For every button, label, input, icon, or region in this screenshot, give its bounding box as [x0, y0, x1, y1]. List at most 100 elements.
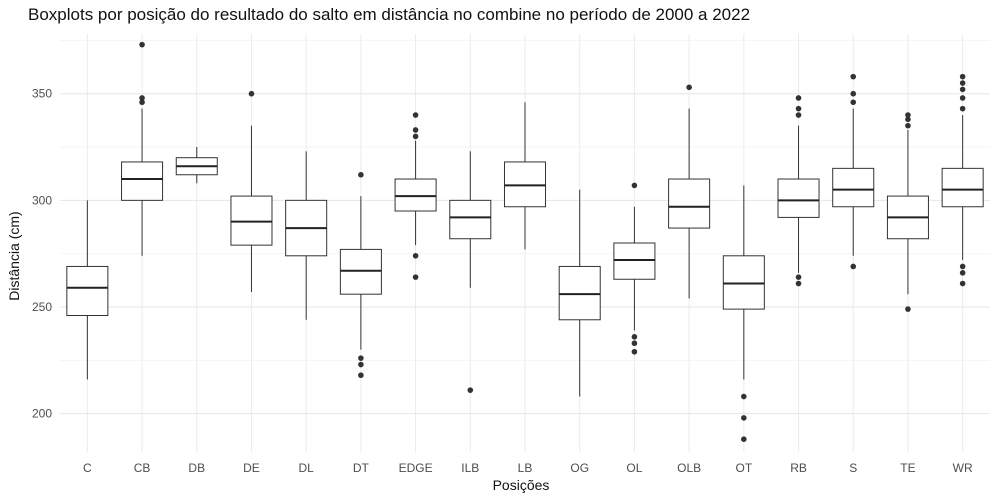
- x-tick-label: C: [83, 461, 92, 475]
- box-dl: [285, 151, 328, 320]
- box-iqr: [777, 178, 820, 218]
- outlier-point: [248, 90, 255, 97]
- box-iqr: [449, 199, 492, 240]
- box-te: [886, 112, 929, 312]
- outlier-point: [795, 112, 802, 118]
- box-iqr: [941, 167, 984, 208]
- box-de: [230, 90, 273, 293]
- outlier-point: [631, 348, 638, 355]
- outlier-point: [412, 112, 419, 118]
- box-iqr: [394, 178, 437, 212]
- box-iqr: [66, 265, 109, 317]
- box-iqr: [230, 195, 273, 246]
- outlier-point: [959, 105, 966, 112]
- x-tick-label: DT: [353, 461, 370, 475]
- outlier-point: [795, 105, 802, 112]
- outlier-point: [905, 116, 911, 123]
- outlier-point: [959, 270, 966, 276]
- x-tick-label: WR: [953, 461, 973, 475]
- outlier-point: [358, 171, 364, 178]
- box-olb: [668, 84, 711, 299]
- outlier-point: [850, 99, 857, 106]
- x-tick-label: OT: [735, 461, 752, 475]
- box-lb: [503, 102, 547, 250]
- x-tick-label: EDGE: [399, 461, 433, 475]
- outlier-point: [959, 95, 966, 101]
- outlier-point: [412, 274, 419, 280]
- outlier-point: [139, 99, 145, 106]
- outlier-point: [959, 73, 966, 80]
- outlier-point: [631, 340, 638, 347]
- outlier-point: [467, 387, 474, 393]
- y-tick-label: 250: [32, 300, 52, 314]
- box-iqr: [558, 265, 601, 321]
- x-tick-label: TE: [900, 461, 915, 475]
- outlier-point: [795, 274, 802, 280]
- outlier-point: [358, 372, 364, 379]
- box-iqr: [613, 242, 656, 280]
- outlier-point: [959, 280, 966, 287]
- box-edge: [394, 112, 437, 280]
- x-tick-label: OLB: [677, 461, 701, 475]
- outlier-point: [850, 263, 857, 270]
- x-tick-label: OG: [570, 461, 589, 475]
- box-iqr: [668, 178, 711, 229]
- box-db: [175, 147, 218, 184]
- box-iqr: [339, 248, 382, 295]
- x-tick-label: DL: [299, 461, 315, 475]
- box-ilb: [449, 151, 492, 393]
- box-cb: [121, 41, 164, 256]
- outlier-point: [741, 436, 747, 443]
- x-tick-label: DE: [243, 461, 260, 475]
- y-tick-label: 200: [32, 407, 52, 421]
- outlier-point: [631, 182, 638, 189]
- outlier-point: [358, 355, 364, 361]
- box-ol: [613, 182, 656, 355]
- box-iqr: [722, 255, 765, 310]
- outlier-point: [412, 252, 419, 259]
- outlier-point: [905, 306, 911, 312]
- outlier-point: [959, 263, 966, 270]
- outlier-point: [358, 361, 364, 368]
- outlier-point: [905, 122, 911, 129]
- outlier-point: [795, 95, 802, 101]
- x-tick-label: S: [849, 461, 857, 475]
- x-tick-label: CB: [134, 461, 151, 475]
- outlier-point: [850, 73, 857, 80]
- box-og: [558, 189, 601, 397]
- chart-title: Boxplots por posição do resultado do sal…: [28, 5, 751, 24]
- box-ot: [722, 185, 765, 443]
- y-tick-label: 350: [32, 87, 52, 101]
- box-iqr: [503, 161, 547, 208]
- outlier-point: [412, 127, 419, 133]
- outlier-point: [795, 280, 802, 287]
- x-tick-label: LB: [518, 461, 533, 475]
- axis-layer: 200 250 300 350 C CB DB DE DL DT EDGE ILB LB OG OL OLB O…: [32, 87, 973, 475]
- x-tick-label: ILB: [461, 461, 479, 475]
- outlier-point: [686, 84, 692, 91]
- outlier-point: [959, 80, 966, 86]
- x-axis-title: Posições: [493, 477, 550, 493]
- box-s: [832, 73, 875, 270]
- outlier-point: [139, 41, 145, 48]
- box-dt: [339, 171, 382, 379]
- y-axis-title: Distância (cm): [6, 211, 22, 300]
- outlier-point: [959, 86, 966, 93]
- x-tick-label: OL: [626, 461, 642, 475]
- box-iqr: [121, 161, 164, 201]
- outlier-point: [139, 95, 145, 101]
- outlier-point: [412, 133, 419, 140]
- box-layer: [66, 41, 984, 443]
- outlier-point: [741, 393, 747, 400]
- outlier-point: [631, 334, 638, 340]
- x-tick-label: DB: [188, 461, 205, 475]
- y-tick-label: 300: [32, 193, 52, 207]
- box-iqr: [832, 167, 875, 208]
- box-wr: [941, 73, 984, 287]
- box-c: [66, 200, 109, 380]
- outlier-point: [905, 112, 911, 118]
- x-tick-label: RB: [790, 461, 807, 475]
- box-rb: [777, 95, 820, 287]
